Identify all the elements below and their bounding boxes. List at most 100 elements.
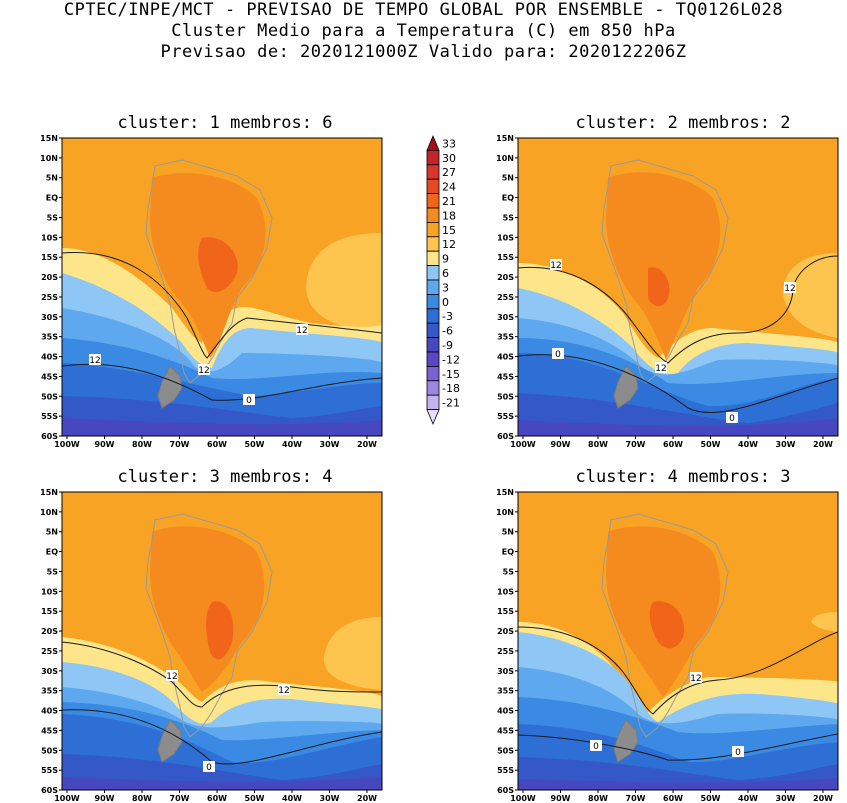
contour-label-bg — [550, 259, 562, 270]
lat-label: 20S — [41, 627, 58, 636]
lat-label: 10S — [41, 587, 58, 596]
lat-label: 35S — [41, 333, 58, 342]
contour-label: 12 — [198, 366, 209, 376]
lat-label: 55S — [41, 412, 58, 421]
panel-title-3: cluster: 3 membros: 4 — [117, 467, 333, 487]
lat-label: 25S — [41, 293, 58, 302]
contour-label: 12 — [550, 261, 561, 271]
contour-label-bg — [89, 354, 101, 365]
colorbar-label: 0 — [442, 296, 449, 309]
lon-label: 40W — [738, 794, 758, 803]
colorbar-segment — [426, 351, 440, 367]
contour-label: 0 — [593, 742, 599, 752]
lon-label: 30W — [776, 440, 796, 449]
lat-label: 45S — [41, 726, 58, 735]
contour-label-bg — [690, 672, 702, 683]
contour-label-bg — [590, 740, 602, 751]
colorbar-bottom-arrow — [426, 409, 440, 426]
map-frame — [517, 137, 839, 437]
lon-label: 90W — [551, 440, 571, 449]
lon-label: 90W — [95, 794, 115, 803]
lat-label: 15N — [496, 488, 514, 497]
map-frame — [61, 491, 383, 791]
colorbar-label: 6 — [442, 267, 449, 280]
colorbar-label: 9 — [442, 253, 449, 266]
contour-label: 12 — [166, 672, 177, 682]
lon-label: 70W — [170, 794, 190, 803]
lon-label: 30W — [320, 440, 340, 449]
contour-label-bg — [243, 394, 255, 405]
contour-line — [62, 363, 382, 401]
contour-label: 12 — [296, 326, 307, 336]
colorbar-segment — [426, 265, 440, 281]
contour-label: 0 — [555, 350, 561, 360]
lat-label: 35S — [41, 687, 58, 696]
lon-label: 80W — [588, 794, 608, 803]
lat-label: 10N — [40, 154, 58, 163]
lat-label: 25S — [41, 647, 58, 656]
temperature-band — [150, 526, 265, 692]
lat-label: 40S — [41, 353, 58, 362]
lon-label: 20W — [357, 794, 377, 803]
lat-label: 15S — [41, 253, 58, 262]
contour-label-bg — [552, 348, 564, 359]
lat-label: 25S — [497, 293, 514, 302]
colorbar-label: -9 — [442, 339, 453, 352]
colorbar-label: 21 — [442, 195, 456, 208]
contour-line — [518, 733, 838, 761]
temperature-band — [198, 237, 238, 293]
lat-label: 15N — [496, 134, 514, 143]
lat-label: 15N — [40, 134, 58, 143]
title-line-1: CPTEC/INPE/MCT - PREVISAO DE TEMPO GLOBA… — [63, 0, 784, 20]
lat-label: 55S — [41, 766, 58, 775]
lat-label: 5N — [502, 174, 514, 183]
colorbar-label: 12 — [442, 238, 456, 251]
contour-label-bg — [784, 282, 796, 293]
contour-line — [62, 641, 382, 708]
temperature-band — [62, 138, 382, 333]
lat-label: 50S — [497, 746, 514, 755]
contour-label: 12 — [89, 356, 100, 366]
colorbar-segment — [426, 380, 440, 396]
map-panel-2: 12 12 12 0 0 15N 10N 5N EQ 5S 10S 15S 20S 25S 30S 35S 40… — [496, 134, 839, 449]
lat-label: 10S — [41, 233, 58, 242]
colorbar-label: 33 — [442, 137, 456, 150]
lat-label: EQ — [46, 194, 58, 203]
lon-label: 100W — [510, 794, 536, 803]
lat-label: 55S — [497, 412, 514, 421]
map-panel-4: 12 0 0 15N 10N 5N EQ 5S 10S 15S 20S 25S 30S 35S 40S 45S… — [496, 488, 839, 803]
contour-label-bg — [296, 324, 308, 335]
colorbar-label: -6 — [442, 325, 453, 338]
lat-label: 10S — [497, 587, 514, 596]
lat-label: 30S — [41, 313, 58, 322]
lat-label: 25S — [497, 647, 514, 656]
lat-label: 40S — [41, 707, 58, 716]
lat-label: 45S — [497, 372, 514, 381]
colorbar-label: 27 — [442, 166, 456, 179]
contour-label-bg — [732, 746, 744, 757]
colorbar-segment — [426, 164, 440, 180]
lon-label: 80W — [132, 794, 152, 803]
contour-label-bg — [203, 761, 215, 772]
lat-label: EQ — [46, 548, 58, 557]
contour-line — [518, 626, 838, 715]
contour-label-bg — [278, 684, 290, 695]
lon-label: 50W — [701, 794, 721, 803]
colorbar-label: 18 — [442, 209, 456, 222]
lon-label: 20W — [813, 440, 833, 449]
contour-label: 0 — [206, 763, 212, 773]
lon-label: 60W — [663, 440, 683, 449]
lat-label: 35S — [497, 333, 514, 342]
colorbar-segment — [426, 222, 440, 238]
colorbar-top-arrow — [426, 134, 440, 151]
lat-label: 5N — [502, 528, 514, 537]
temperature-band — [518, 138, 838, 338]
colorbar-segment — [426, 365, 440, 382]
map-frame — [61, 137, 383, 437]
lat-label: 15S — [497, 253, 514, 262]
map-panel-1: 12 12 12 0 15N 10N 5N EQ 5S 10S 15S 20S 25S 30S 35S 40S… — [40, 134, 383, 449]
lat-label: 55S — [497, 766, 514, 775]
lon-label: 80W — [132, 440, 152, 449]
